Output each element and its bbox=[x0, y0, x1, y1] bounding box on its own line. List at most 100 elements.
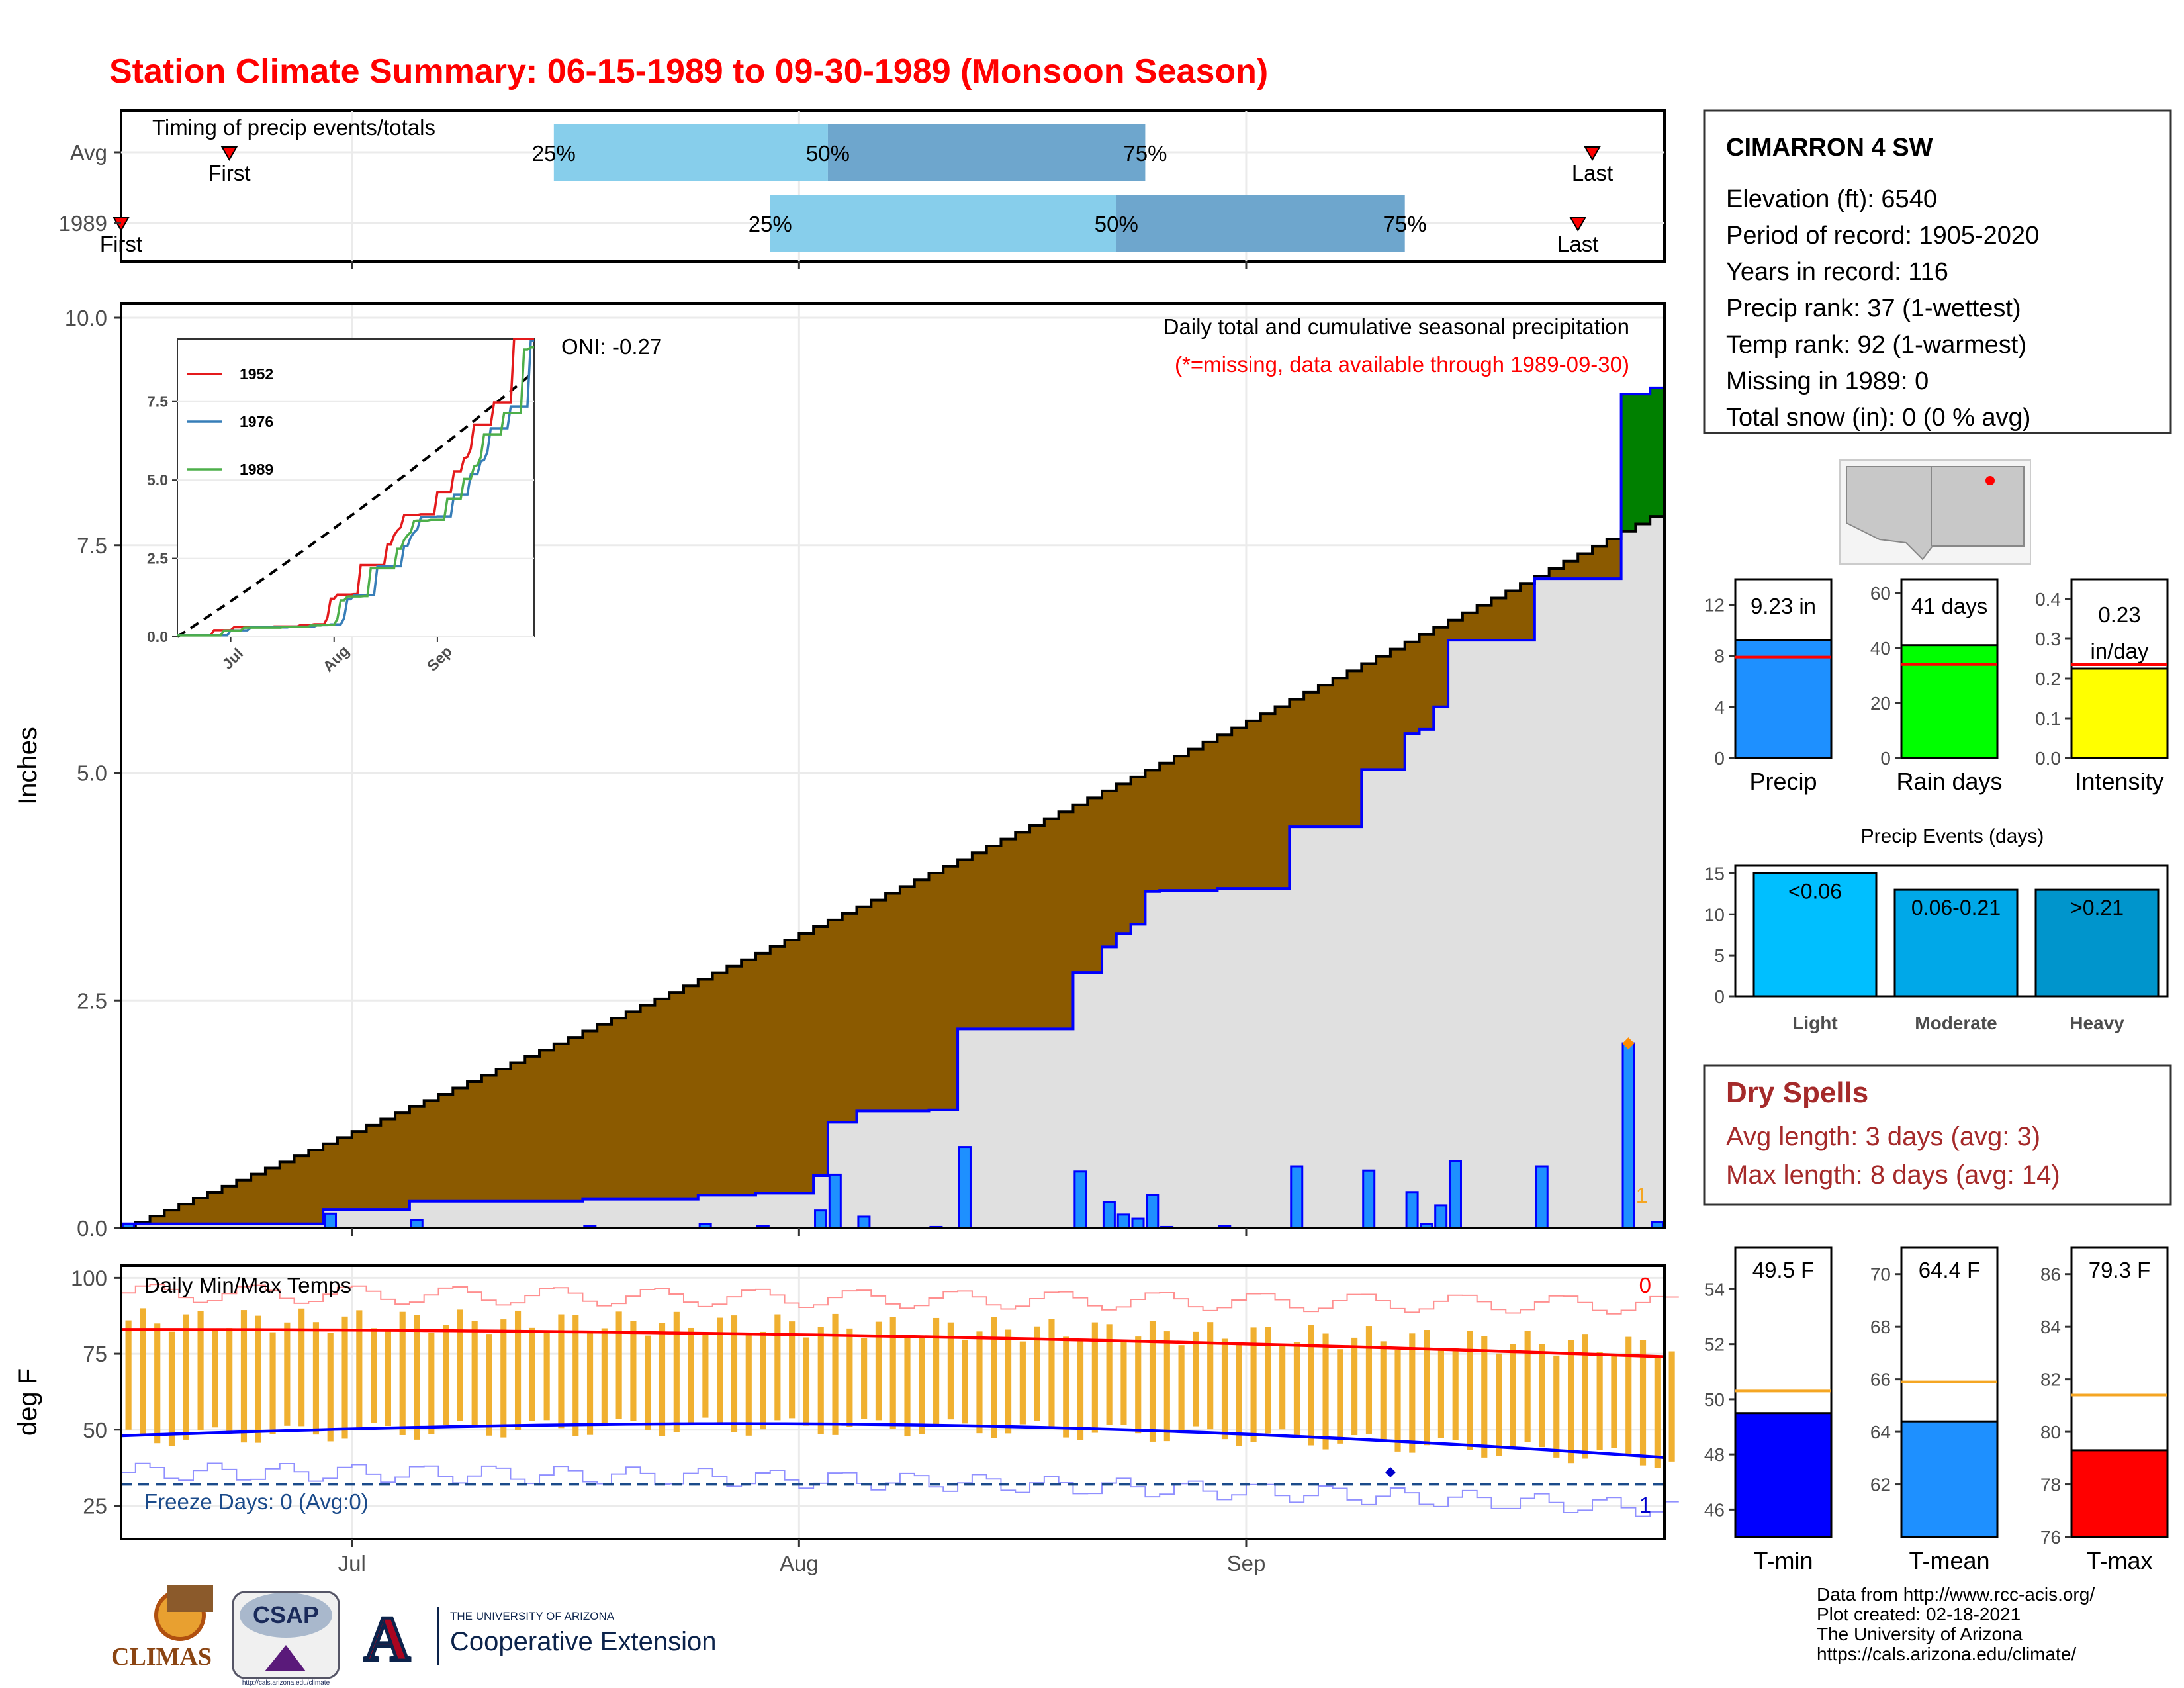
precip-ytick-label: 7.5 bbox=[77, 534, 107, 558]
daily-temp-range-bar bbox=[1524, 1331, 1531, 1442]
precip-events-panel: Precip Events (days) 0 5 10 15 <0.06 Light 0.06… bbox=[1704, 825, 2169, 1033]
daily-temp-range-bar bbox=[1019, 1341, 1026, 1425]
daily-precip-bar bbox=[1146, 1194, 1160, 1229]
timing-pct-label: 75% bbox=[1383, 212, 1427, 236]
temp-ytick-label: 100 bbox=[71, 1266, 107, 1290]
bar-ytick-label: 0.3 bbox=[2035, 629, 2061, 649]
daily-temp-range-bar bbox=[1481, 1336, 1488, 1458]
daily-temp-range-bar bbox=[1034, 1326, 1040, 1421]
daily-precip-bar bbox=[1621, 1042, 1635, 1229]
timing-pct-label: 25% bbox=[749, 212, 792, 236]
daily-temp-range-bar bbox=[1380, 1341, 1387, 1442]
inset-frame bbox=[177, 338, 535, 637]
daily-precip-bar bbox=[1116, 1213, 1130, 1229]
precip-panel: 0.02.55.07.510.0 Daily total and cumulati… bbox=[13, 302, 1666, 1241]
daily-temp-range-bar bbox=[1437, 1348, 1444, 1438]
events-ytick-label: 5 bbox=[1714, 945, 1725, 966]
bar-value-intensity bbox=[2070, 667, 2169, 759]
temp-bar-ytick-label: 78 bbox=[2040, 1475, 2061, 1495]
daily-temp-range-bar bbox=[1135, 1336, 1142, 1434]
temp-bottom-count: 1 bbox=[1639, 1493, 1651, 1517]
temp-bar-ytick-label: 54 bbox=[1704, 1279, 1725, 1299]
bar-ytick-label: 0 bbox=[1714, 748, 1725, 769]
inset-legend-label: 1976 bbox=[240, 413, 273, 430]
timing-bar-50-75 bbox=[827, 124, 1146, 181]
daily-temp-range-bar bbox=[1236, 1344, 1242, 1446]
daily-temp-range-bar bbox=[659, 1323, 666, 1436]
csap-logo-url: http://cals.arizona.edu/climate bbox=[242, 1679, 330, 1687]
daily-temp-range-bar bbox=[1120, 1342, 1127, 1425]
station-info-line: Total snow (in): 0 (0 % avg) bbox=[1726, 404, 2030, 432]
daily-precip-bar bbox=[828, 1173, 842, 1229]
daily-temp-range-bar bbox=[731, 1315, 738, 1432]
temp-frame bbox=[120, 1264, 1666, 1540]
daily-precip-bar bbox=[958, 1146, 972, 1229]
temp-bar-value-text-tmean: 64.4 F bbox=[1919, 1258, 1981, 1282]
daily-temp-range-bar bbox=[457, 1309, 463, 1421]
events-bin-label: <0.06 bbox=[1788, 879, 1842, 903]
xaxis-label: Sep bbox=[1227, 1551, 1266, 1575]
bar-ytick-label: 4 bbox=[1714, 697, 1725, 718]
csap-logo-text: CSAP bbox=[253, 1601, 319, 1628]
daily-temp-range-bar bbox=[1639, 1340, 1647, 1466]
daily-temp-range-bar bbox=[125, 1320, 132, 1430]
climas-logo-text: CLIMAS bbox=[111, 1643, 212, 1671]
events-bin-label: 0.06-0.21 bbox=[1911, 896, 2001, 919]
daily-temp-range-bar bbox=[586, 1333, 594, 1435]
events-category-label: Heavy bbox=[2070, 1013, 2124, 1033]
timing-first-label: First bbox=[100, 232, 142, 256]
temp-bar-ytick-label: 66 bbox=[1870, 1370, 1891, 1390]
timing-bar-50-75 bbox=[1116, 195, 1405, 252]
daily-temp-range-bar bbox=[385, 1330, 391, 1427]
station-info-line: Precip rank: 37 (1-wettest) bbox=[1726, 295, 2021, 322]
events-category-label: Moderate bbox=[1915, 1013, 1997, 1033]
daily-temp-range-bar bbox=[774, 1314, 781, 1421]
daily-temp-range-bar bbox=[1611, 1354, 1617, 1448]
station-info-line: Years in record: 116 bbox=[1726, 258, 1948, 286]
daily-temp-range-bar bbox=[269, 1332, 276, 1434]
station-box-frame bbox=[1703, 109, 2172, 434]
daily-temp-range-bar bbox=[1582, 1334, 1588, 1459]
dry-spells-title: Dry Spells bbox=[1726, 1076, 1868, 1109]
oni-value: ONI: -0.27 bbox=[561, 334, 662, 359]
timing-first-label: First bbox=[208, 161, 250, 185]
temp-panel-title: Daily Min/Max Temps bbox=[144, 1273, 351, 1297]
temp-bar-ytick-label: 76 bbox=[2040, 1527, 2061, 1548]
timing-row-label: 1989 bbox=[59, 211, 107, 236]
events-bar-heavy bbox=[2034, 888, 2160, 998]
temp-bar-ytick-label: 86 bbox=[2040, 1264, 2061, 1285]
bar-ytick-label: 0.2 bbox=[2035, 669, 2061, 689]
daily-temp-range-bar bbox=[226, 1328, 233, 1434]
daily-temp-range-bar bbox=[1539, 1344, 1545, 1448]
inset-legend-label: 1989 bbox=[240, 461, 273, 478]
ua-logo-letter: A bbox=[364, 1603, 410, 1674]
events-ytick-label: 10 bbox=[1704, 904, 1725, 925]
events-bar-light bbox=[1752, 872, 1878, 998]
daily-temp-range-bar bbox=[1452, 1348, 1459, 1440]
daily-temp-range-bar bbox=[1351, 1337, 1358, 1436]
inset-legend-label: 1952 bbox=[240, 365, 273, 383]
daily-temp-range-bar bbox=[1625, 1336, 1632, 1456]
daily-temp-range-bar bbox=[486, 1334, 492, 1436]
avg-min-temp-line bbox=[120, 1422, 1665, 1460]
daily-temp-range-bar bbox=[327, 1333, 334, 1442]
daily-precip-bar bbox=[1362, 1169, 1376, 1229]
daily-temp-range-bar bbox=[399, 1311, 406, 1435]
daily-temp-range-bar bbox=[832, 1313, 839, 1435]
station-info-line: Elevation (ft): 6540 bbox=[1726, 185, 1937, 213]
precip-panel-subtitle: (*=missing, data available through 1989-… bbox=[1175, 352, 1629, 377]
daily-temp-range-bar bbox=[1510, 1344, 1516, 1448]
daily-temp-range-bar bbox=[1063, 1336, 1069, 1438]
daily-temp-range-bar bbox=[1077, 1340, 1084, 1440]
daily-temp-range-bar bbox=[1279, 1345, 1286, 1430]
inset-avg-line bbox=[176, 371, 535, 638]
avg-cumulative-line bbox=[121, 508, 1666, 1229]
daily-temp-range-bar bbox=[240, 1310, 248, 1443]
daily-temp-range-bar bbox=[1193, 1331, 1199, 1427]
bar-label-precip: Precip bbox=[1749, 768, 1817, 795]
events-title: Precip Events (days) bbox=[1861, 825, 2044, 847]
temp-bar-ytick-label: 68 bbox=[1870, 1317, 1891, 1337]
daily-temp-range-bar bbox=[212, 1329, 218, 1428]
daily-temp-range-bar bbox=[1178, 1345, 1185, 1433]
